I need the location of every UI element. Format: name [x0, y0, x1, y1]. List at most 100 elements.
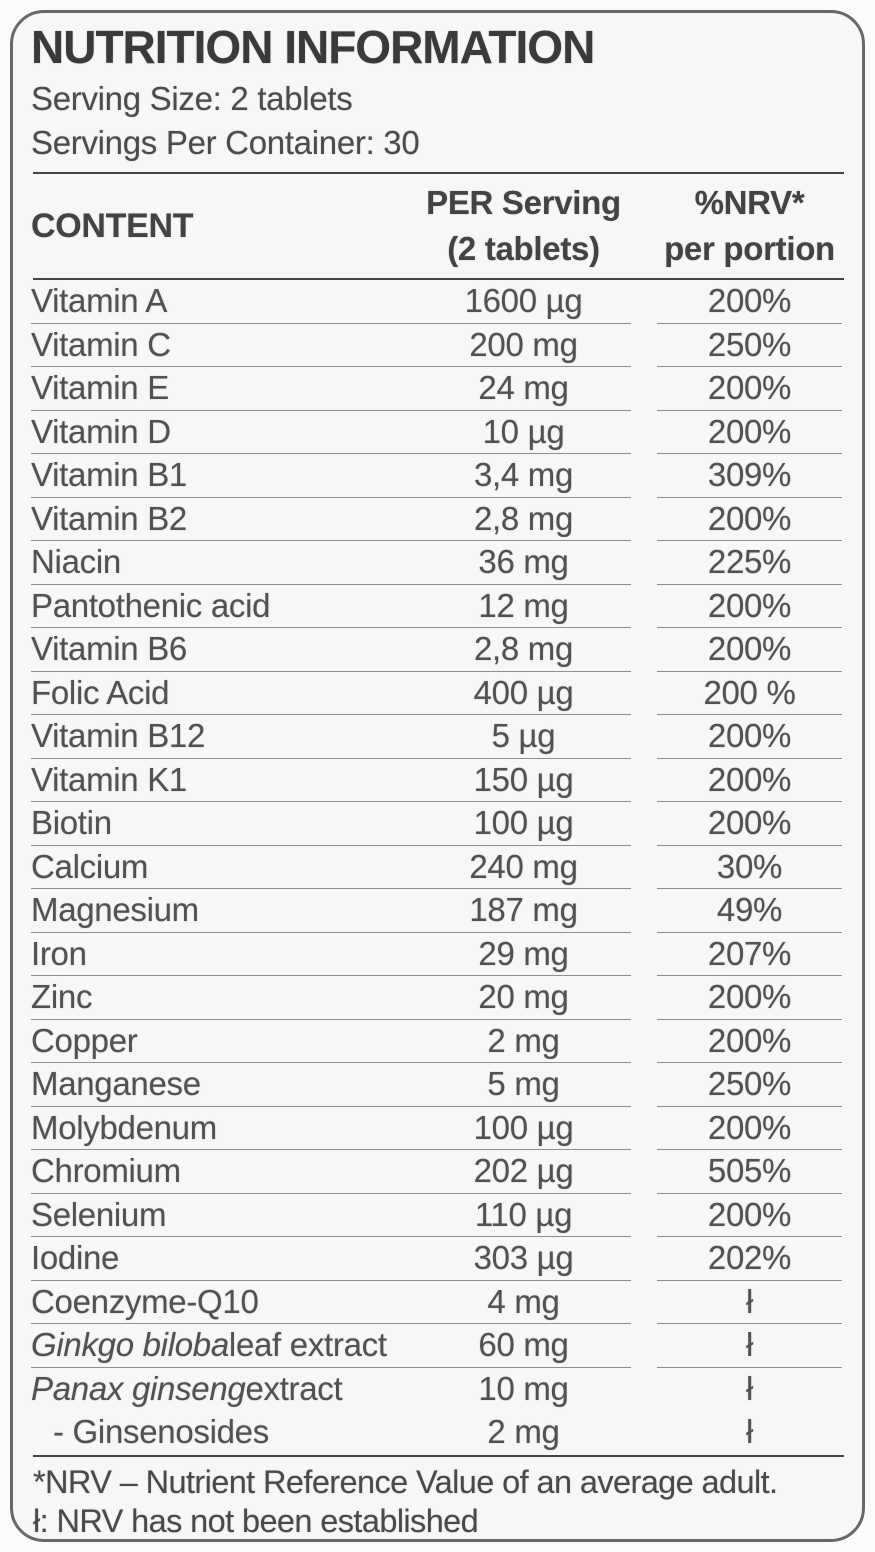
- divider-header: [33, 278, 844, 280]
- nutrient-name: Calcium: [31, 846, 416, 889]
- row-spacer: [631, 324, 657, 368]
- nutrient-nrv: 200%: [657, 1020, 842, 1063]
- nutrient-amount: 400 µg: [416, 672, 631, 715]
- nutrient-name: Vitamin B2: [31, 498, 416, 541]
- nutrient-nrv: 200%: [657, 759, 842, 802]
- nutrient-nrv: 200%: [657, 585, 842, 628]
- table-row: Chromium 202 µg 505%: [31, 1150, 842, 1194]
- divider-footer: [33, 1454, 844, 1457]
- row-spacer: [631, 1411, 657, 1455]
- nutrient-amount: 12 mg: [416, 585, 631, 628]
- nutrient-nrv: 200%: [657, 367, 842, 411]
- row-spacer: [631, 367, 657, 411]
- nrv-line2: per portion: [664, 230, 835, 267]
- row-spacer: [631, 628, 657, 672]
- nutrient-amount: 2,8 mg: [416, 628, 631, 672]
- nutrient-amount: 2 mg: [416, 1020, 631, 1063]
- divider-top: [33, 172, 844, 174]
- nutrient-name: Copper: [31, 1020, 416, 1063]
- row-spacer: [631, 585, 657, 629]
- table-row: Iodine 303 µg 202%: [31, 1237, 842, 1281]
- row-spacer: [631, 411, 657, 455]
- table-row: Manganese 5 mg 250%: [31, 1063, 842, 1107]
- nutrient-name: Iodine: [31, 1237, 416, 1281]
- header-spacer: [631, 180, 657, 272]
- row-spacer: [631, 1194, 657, 1238]
- nutrient-name: Vitamin B1: [31, 454, 416, 498]
- nutrient-name: Ginkgo biloba leaf extract: [31, 1324, 416, 1368]
- nutrient-name: Vitamin B6: [31, 628, 416, 672]
- row-spacer: [631, 498, 657, 542]
- table-row: Vitamin E 24 mg 200%: [31, 367, 842, 411]
- table-row: Iron 29 mg 207%: [31, 933, 842, 977]
- nutrient-nrv: 200%: [657, 976, 842, 1020]
- servings-per-container: Servings Per Container: 30: [31, 124, 420, 161]
- table-row: Vitamin D 10 µg 200%: [31, 411, 842, 455]
- nutrient-nrv: 200%: [657, 1107, 842, 1150]
- nutrient-name: Vitamin K1: [31, 759, 416, 802]
- nutrient-name: Niacin: [31, 541, 416, 585]
- table-row: Selenium 110 µg 200%: [31, 1194, 842, 1238]
- footnote-nrv-definition: *NRV – Nutrient Reference Value of an av…: [33, 1463, 778, 1500]
- nutrient-nrv: ł: [745, 1369, 754, 1407]
- nutrient-nrv: 225%: [657, 541, 842, 585]
- nutrient-amount: 240 mg: [416, 846, 631, 889]
- nutrient-nrv: 250%: [657, 1063, 842, 1107]
- nutrient-name: Manganese: [31, 1063, 416, 1107]
- nutrient-amount: 3,4 mg: [416, 454, 631, 498]
- table-row: Molybdenum 100 µg 200%: [31, 1107, 842, 1151]
- nutrient-nrv: ł: [745, 1413, 754, 1451]
- table-row: Vitamin B2 2,8 mg 200%: [31, 498, 842, 542]
- nutrient-amount: 20 mg: [416, 976, 631, 1020]
- nutrient-amount: 150 µg: [416, 759, 631, 802]
- nutrient-name: Folic Acid: [31, 672, 416, 715]
- nutrient-name: Biotin: [31, 802, 416, 846]
- nutrient-nrv: 49%: [657, 889, 842, 933]
- row-spacer: [631, 672, 657, 716]
- row-spacer: [631, 1063, 657, 1107]
- footnotes: *NRV – Nutrient Reference Value of an av…: [31, 1457, 842, 1541]
- table-row: Biotin 100 µg 200%: [31, 802, 842, 846]
- nutrient-amount: 110 µg: [416, 1194, 631, 1237]
- per-serving-line2: (2 tablets): [447, 230, 600, 267]
- nutrient-name: Vitamin B12: [31, 715, 416, 759]
- nutrient-amount: 2,8 mg: [416, 498, 631, 541]
- nutrient-amount: 4 mg: [416, 1281, 631, 1324]
- row-spacer: [631, 1107, 657, 1151]
- table-row: Vitamin B6 2,8 mg 200%: [31, 628, 842, 672]
- nutrient-amount: 5 µg: [416, 715, 631, 759]
- table-row: Vitamin K1 150 µg 200%: [31, 759, 842, 802]
- nutrient-amount: 5 mg: [416, 1063, 631, 1107]
- row-spacer: [631, 933, 657, 977]
- serving-size: Serving Size: 2 tablets: [31, 80, 353, 117]
- row-spacer: [631, 889, 657, 933]
- nutrient-nrv: 200%: [657, 628, 842, 672]
- table-header: CONTENT PER Serving (2 tablets) %NRV* pe…: [31, 174, 842, 278]
- nutrient-nrv: 200 %: [657, 672, 842, 715]
- nutrient-amount: 202 µg: [416, 1150, 631, 1194]
- nutrient-name: - Ginsenosides: [53, 1413, 269, 1451]
- nutrient-nrv: 200%: [657, 715, 842, 759]
- nutrition-label: NUTRITION INFORMATION Serving Size: 2 ta…: [10, 10, 865, 1542]
- nutrient-nrv: 200%: [657, 498, 842, 541]
- per-serving-line1: PER Serving: [426, 184, 621, 221]
- row-spacer: [631, 715, 657, 759]
- nutrient-nrv: 309%: [657, 454, 842, 498]
- row-spacer: [631, 1020, 657, 1064]
- row-spacer: [631, 1324, 657, 1368]
- nutrient-nrv: 30%: [657, 846, 842, 889]
- nutrient-nrv: 207%: [657, 933, 842, 976]
- nutrient-amount: 187 mg: [416, 889, 631, 933]
- nutrient-amount: 10 µg: [416, 411, 631, 454]
- nutrient-name: Chromium: [31, 1150, 416, 1194]
- nutrient-name: Selenium: [31, 1194, 416, 1237]
- nrv-line1: %NRV*: [694, 184, 805, 221]
- row-spacer: [631, 802, 657, 846]
- row-spacer: [631, 280, 657, 324]
- nutrient-nrv: 250%: [657, 324, 842, 367]
- table-row: Folic Acid 400 µg 200 %: [31, 672, 842, 716]
- table-row: Calcium 240 mg 30%: [31, 846, 842, 889]
- row-spacer: [631, 454, 657, 498]
- row-spacer: [631, 1237, 657, 1281]
- table-row: Vitamin C 200 mg 250%: [31, 324, 842, 368]
